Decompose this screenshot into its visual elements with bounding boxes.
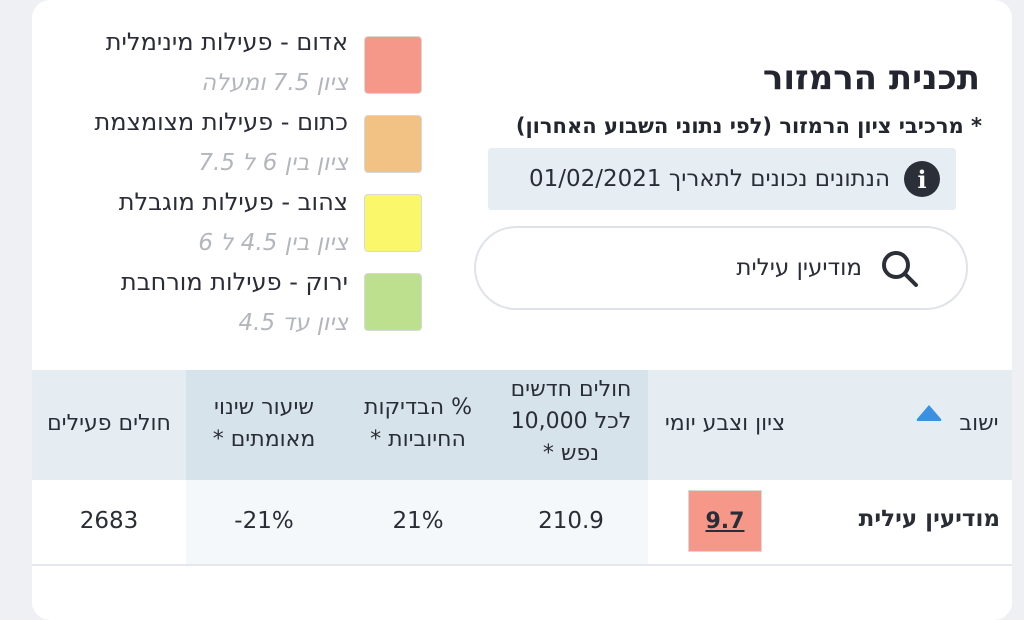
legend-swatch-orange [364,115,422,173]
legend-title-orange: כתום - פעילות מצומצמת [94,108,349,136]
row-positive-rate: 21% [392,508,444,534]
column-header-positive-rate[interactable]: % הבדיקות החיוביות * [342,392,494,456]
positive-header-line2: החיוביות * [370,427,466,452]
subtitle: * מרכיבי ציון הרמזור (לפי נתוני השבוע הא… [515,114,982,138]
new-cases-header-line2: לכל 10,000 [510,409,632,434]
data-date-notice: הנתונים נכונים לתאריך 01/02/2021 i [488,148,956,210]
legend-title-yellow: צהוב - פעילות מוגבלת [118,188,348,216]
row-active-cases: 2683 [79,508,139,534]
search-input[interactable]: מודיעין עילית [736,255,862,281]
legend-sub-orange: ציון בין 6 ל 7.5 [198,150,348,176]
sort-ascending-icon[interactable] [914,402,944,424]
column-header-change-rate[interactable]: שיעור שינוי מאומתים * [186,392,342,456]
new-cases-header-line1: חולים חדשים [510,377,632,402]
column-header-score[interactable]: ציון וצבע יומי [664,411,786,436]
legend-swatch-yellow [364,194,422,252]
search-icon[interactable] [878,247,920,289]
legend-swatch-red [364,36,422,94]
table-header-shaded-columns [186,370,648,480]
row-new-cases: 210.9 [538,508,604,534]
row-change-rate: -21% [234,508,294,534]
table-body-shaded-columns [186,480,648,564]
city-search-field[interactable]: מודיעין עילית [474,226,968,310]
column-header-city[interactable]: ישוב [959,411,999,436]
info-icon[interactable]: i [904,161,940,197]
page-title: תכנית הרמזור [762,58,980,98]
change-header-line2: מאומתים * [212,427,316,452]
change-header-line1: שיעור שינוי [214,395,314,420]
legend-title-red: אדום - פעילות מינימלית [105,28,348,56]
table-row[interactable] [32,480,1012,566]
legend-sub-yellow: ציון בין 4.5 ל 6 [198,230,348,256]
column-header-new-cases[interactable]: חולים חדשים לכל 10,000 נפש * [494,374,648,470]
legend-sub-red: ציון 7.5 ומעלה [201,70,348,96]
legend-title-green: ירוק - פעילות מורחבת [120,268,348,296]
legend-swatch-green [364,273,422,331]
column-header-active-cases[interactable]: חולים פעילים [47,411,171,436]
legend-sub-green: ציון עד 4.5 [238,310,348,336]
row-score-badge[interactable]: 9.7 [688,490,762,552]
positive-header-line1: % הבדיקות [364,395,472,420]
data-date-text: הנתונים נכונים לתאריך 01/02/2021 [528,166,890,192]
new-cases-header-line3: נפש * [542,441,600,466]
row-city: מודיעין עילית [858,506,1000,532]
